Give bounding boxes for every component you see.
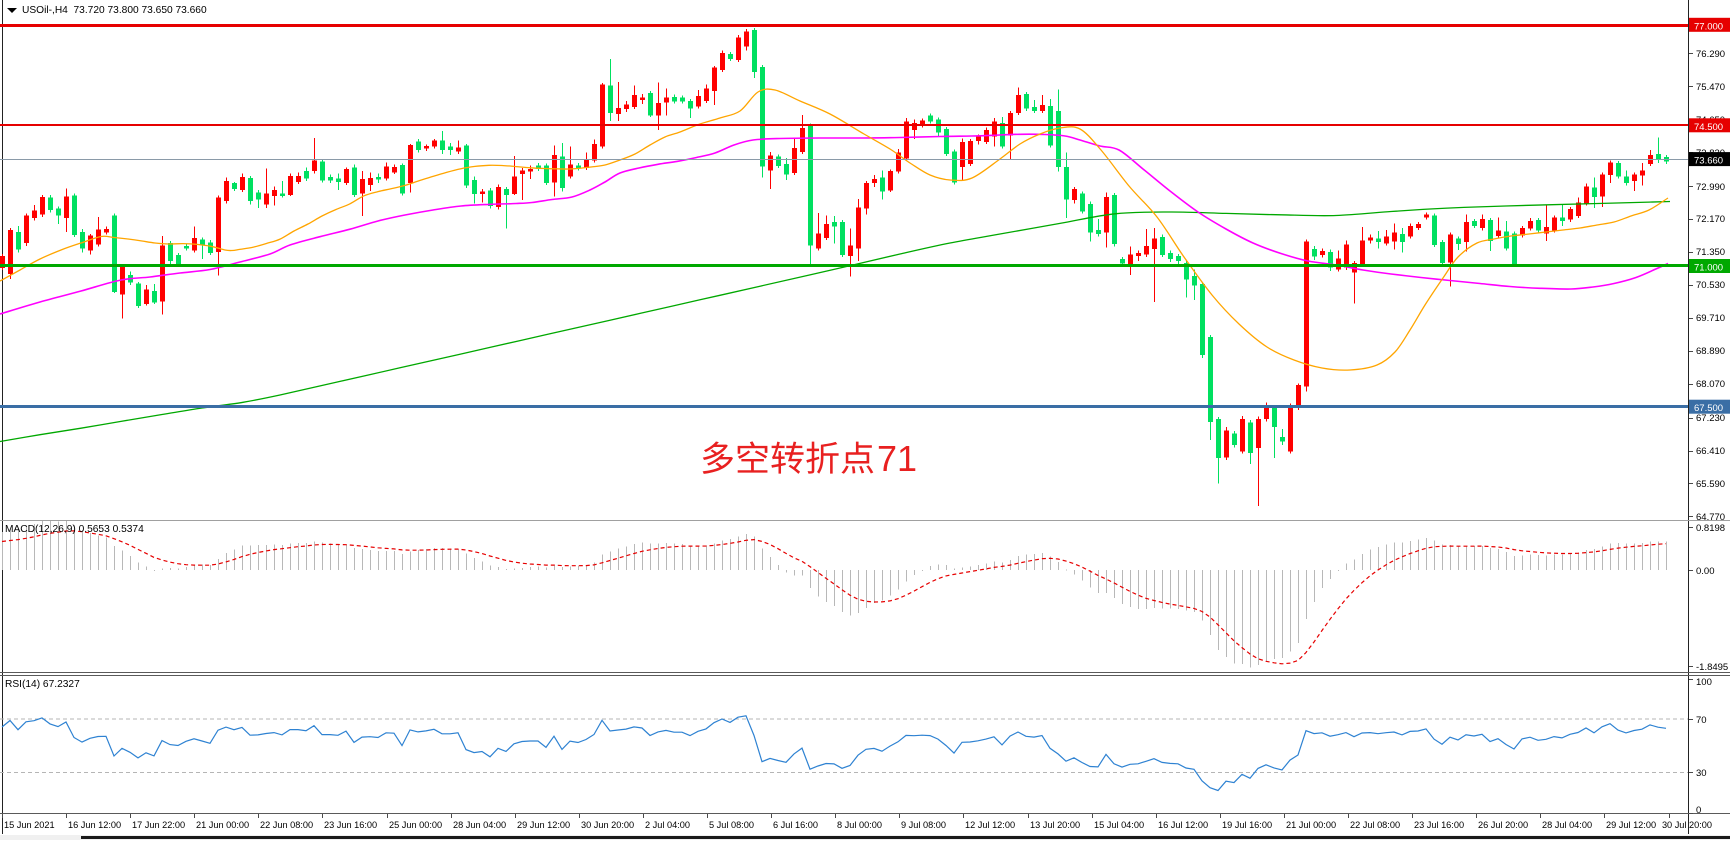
svg-text:70.530: 70.530 (1696, 280, 1725, 291)
svg-text:74.500: 74.500 (1694, 122, 1723, 133)
svg-text:17 Jun 22:00: 17 Jun 22:00 (132, 820, 185, 830)
svg-text:13 Jul 20:00: 13 Jul 20:00 (1030, 820, 1080, 830)
svg-text:28 Jul 04:00: 28 Jul 04:00 (1542, 820, 1592, 830)
svg-text:68.070: 68.070 (1696, 379, 1725, 390)
svg-text:16 Jul 12:00: 16 Jul 12:00 (1158, 820, 1208, 830)
svg-text:71.350: 71.350 (1696, 247, 1725, 258)
svg-text:69.710: 69.710 (1696, 313, 1725, 324)
svg-text:23 Jul 16:00: 23 Jul 16:00 (1414, 820, 1464, 830)
svg-text:22 Jul 08:00: 22 Jul 08:00 (1350, 820, 1400, 830)
svg-text:15 Jun 2021: 15 Jun 2021 (4, 820, 55, 830)
svg-text:25 Jun 00:00: 25 Jun 00:00 (389, 820, 442, 830)
svg-text:23 Jun 16:00: 23 Jun 16:00 (324, 820, 377, 830)
svg-text:67.500: 67.500 (1694, 403, 1723, 414)
svg-text:75.470: 75.470 (1696, 82, 1725, 93)
svg-text:9 Jul 08:00: 9 Jul 08:00 (901, 820, 946, 830)
svg-text:70: 70 (1696, 715, 1707, 726)
svg-text:22 Jun 08:00: 22 Jun 08:00 (260, 820, 313, 830)
svg-text:8 Jul 00:00: 8 Jul 00:00 (837, 820, 882, 830)
svg-text:65.590: 65.590 (1696, 479, 1725, 490)
svg-text:2 Jul 04:00: 2 Jul 04:00 (645, 820, 690, 830)
svg-text:0: 0 (1696, 805, 1701, 816)
svg-text:0.00: 0.00 (1696, 566, 1715, 577)
svg-text:66.410: 66.410 (1696, 446, 1725, 457)
svg-text:71: 71 (877, 438, 917, 479)
svg-text:0.8198: 0.8198 (1696, 523, 1725, 534)
svg-text:72.990: 72.990 (1696, 182, 1725, 193)
svg-text:29 Jul 12:00: 29 Jul 12:00 (1606, 820, 1656, 830)
svg-text:26 Jul 20:00: 26 Jul 20:00 (1478, 820, 1528, 830)
svg-text:73.660: 73.660 (1694, 156, 1723, 167)
svg-text:77.000: 77.000 (1694, 21, 1723, 32)
svg-text:5 Jul 08:00: 5 Jul 08:00 (709, 820, 754, 830)
svg-text:12 Jul 12:00: 12 Jul 12:00 (965, 820, 1015, 830)
svg-text:72.170: 72.170 (1696, 214, 1725, 225)
svg-text:21 Jun 00:00: 21 Jun 00:00 (196, 820, 249, 830)
svg-text:30 Jul 20:00: 30 Jul 20:00 (1662, 820, 1712, 830)
svg-text:15 Jul 04:00: 15 Jul 04:00 (1094, 820, 1144, 830)
svg-text:71.000: 71.000 (1694, 263, 1723, 274)
svg-text:67.230: 67.230 (1696, 413, 1725, 424)
svg-text:21 Jul 00:00: 21 Jul 00:00 (1286, 820, 1336, 830)
svg-text:19 Jul 16:00: 19 Jul 16:00 (1222, 820, 1272, 830)
svg-text:MACD(12,26,9) 0.5653 0.5374: MACD(12,26,9) 0.5653 0.5374 (5, 524, 144, 535)
svg-text:100: 100 (1696, 677, 1712, 688)
svg-text:64.770: 64.770 (1696, 512, 1725, 523)
svg-text:30: 30 (1696, 768, 1707, 779)
svg-text:USOil-,H4 73.720 73.800 73.65: USOil-,H4 73.720 73.800 73.650 73.660 (22, 5, 207, 16)
svg-text:16 Jun 12:00: 16 Jun 12:00 (68, 820, 121, 830)
svg-text:RSI(14) 67.2327: RSI(14) 67.2327 (5, 679, 80, 690)
svg-text:68.890: 68.890 (1696, 346, 1725, 357)
svg-text:28 Jun 04:00: 28 Jun 04:00 (453, 820, 506, 830)
svg-text:-1.8495: -1.8495 (1696, 662, 1728, 673)
svg-text:6 Jul 16:00: 6 Jul 16:00 (773, 820, 818, 830)
svg-text:29 Jun 12:00: 29 Jun 12:00 (517, 820, 570, 830)
svg-text:76.290: 76.290 (1696, 49, 1725, 60)
svg-text:30 Jun 20:00: 30 Jun 20:00 (581, 820, 634, 830)
